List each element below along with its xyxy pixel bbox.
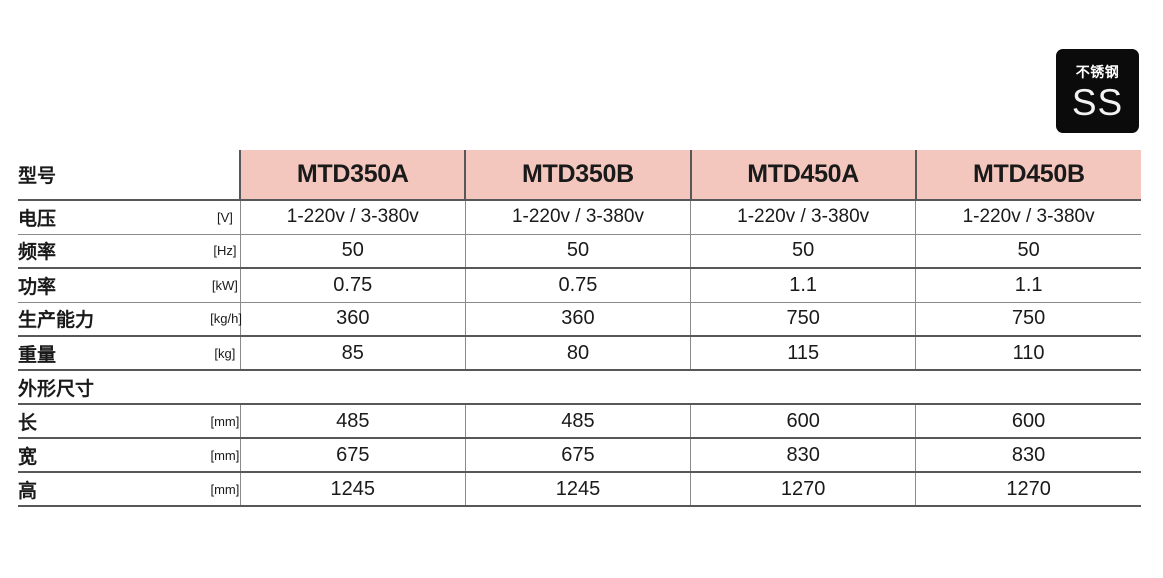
cell-capacity-mtd450a: 750 — [690, 301, 917, 336]
row-label-power: 功率 — [18, 267, 211, 302]
table-row-length: 长 [mm] 485 485 600 600 — [18, 403, 1141, 438]
row-unit-power: [kW] — [210, 267, 241, 302]
cell-weight-mtd450a: 115 — [690, 335, 917, 370]
cell-width-mtd350a: 675 — [240, 437, 466, 472]
table-row-weight: 重量 [kg] 85 80 115 110 — [18, 335, 1141, 370]
cell-voltage-mtd350b: 1-220v / 3-380v — [465, 199, 692, 234]
cell-height-mtd450b: 1270 — [915, 471, 1141, 506]
cell-weight-mtd350a: 85 — [240, 335, 466, 370]
cell-voltage-mtd350a: 1-220v / 3-380v — [240, 199, 466, 234]
row-label-capacity: 生产能力 — [18, 301, 211, 336]
header-model-4: MTD450B — [915, 150, 1141, 200]
table-bottom-rule-row — [18, 505, 1141, 508]
header-unit-cell — [210, 150, 242, 200]
cell-frequency-mtd450a: 50 — [690, 233, 917, 268]
row-label-width: 宽 — [18, 437, 211, 472]
cell-width-mtd450a: 830 — [690, 437, 917, 472]
row-unit-weight: [kg] — [210, 335, 241, 370]
table-row-width: 宽 [mm] 675 675 830 830 — [18, 437, 1141, 472]
cell-height-mtd450a: 1270 — [690, 471, 917, 506]
table-row-height: 高 [mm] 1245 1245 1270 1270 — [18, 471, 1141, 506]
cell-weight-mtd350b: 80 — [465, 335, 692, 370]
header-model-1: MTD350A — [240, 150, 467, 200]
row-unit-height: [mm] — [210, 471, 241, 506]
row-unit-length: [mm] — [210, 403, 241, 438]
table-row-capacity: 生产能力 [kg/h] 360 360 750 750 — [18, 301, 1141, 336]
table-section-row-dimensions: 外形尺寸 — [18, 369, 1141, 404]
specification-table-body: 型号 MTD350A MTD350B MTD450A MTD450B 电压 [V… — [18, 150, 1141, 508]
stainless-steel-badge-cn-label: 不锈钢 — [1075, 64, 1120, 81]
cell-frequency-mtd350b: 50 — [465, 233, 692, 268]
cell-width-mtd450b: 830 — [915, 437, 1141, 472]
stainless-steel-badge: 不锈钢 SS — [1056, 49, 1139, 133]
row-label-length: 长 — [18, 403, 211, 438]
cell-voltage-mtd450a: 1-220v / 3-380v — [690, 199, 917, 234]
cell-length-mtd450a: 600 — [690, 403, 917, 438]
header-model-3: MTD450A — [690, 150, 917, 200]
cell-length-mtd350a: 485 — [240, 403, 466, 438]
cell-power-mtd450a: 1.1 — [690, 267, 917, 302]
row-unit-frequency: [Hz] — [210, 233, 241, 268]
table-row-power: 功率 [kW] 0.75 0.75 1.1 1.1 — [18, 267, 1141, 302]
cell-height-mtd350b: 1245 — [465, 471, 692, 506]
cell-power-mtd450b: 1.1 — [915, 267, 1141, 302]
cell-frequency-mtd450b: 50 — [915, 233, 1141, 268]
specification-table: 型号 MTD350A MTD350B MTD450A MTD450B 电压 [V… — [18, 150, 1141, 508]
cell-frequency-mtd350a: 50 — [240, 233, 466, 268]
cell-voltage-mtd450b: 1-220v / 3-380v — [915, 199, 1141, 234]
cell-width-mtd350b: 675 — [465, 437, 692, 472]
table-bottom-rule — [18, 505, 1141, 508]
cell-capacity-mtd350a: 360 — [240, 301, 466, 336]
stainless-steel-badge-abbr: SS — [1071, 81, 1124, 123]
header-label-cell: 型号 — [18, 165, 57, 187]
row-unit-width: [mm] — [210, 437, 241, 472]
specification-table-container: 型号 MTD350A MTD350B MTD450A MTD450B 电压 [V… — [18, 150, 1141, 508]
cell-length-mtd450b: 600 — [915, 403, 1141, 438]
row-label-frequency: 频率 — [18, 233, 211, 268]
table-row-frequency: 频率 [Hz] 50 50 50 50 — [18, 233, 1141, 268]
row-label-height: 高 — [18, 471, 211, 506]
table-header-row: 型号 MTD350A MTD350B MTD450A MTD450B — [18, 150, 1141, 200]
cell-power-mtd350b: 0.75 — [465, 267, 692, 302]
cell-weight-mtd450b: 110 — [915, 335, 1141, 370]
cell-capacity-mtd350b: 360 — [465, 301, 692, 336]
cell-length-mtd350b: 485 — [465, 403, 692, 438]
table-row-voltage: 电压 [V] 1-220v / 3-380v 1-220v / 3-380v 1… — [18, 199, 1141, 234]
cell-power-mtd350a: 0.75 — [240, 267, 466, 302]
row-unit-capacity: [kg/h] — [210, 301, 242, 336]
header-model-2: MTD350B — [465, 150, 692, 200]
section-label-dimensions: 外形尺寸 — [18, 369, 1141, 404]
row-unit-voltage: [V] — [210, 199, 241, 234]
row-label-voltage: 电压 — [18, 199, 211, 234]
cell-capacity-mtd450b: 750 — [915, 301, 1141, 336]
cell-height-mtd350a: 1245 — [240, 471, 466, 506]
row-label-weight: 重量 — [18, 335, 211, 370]
